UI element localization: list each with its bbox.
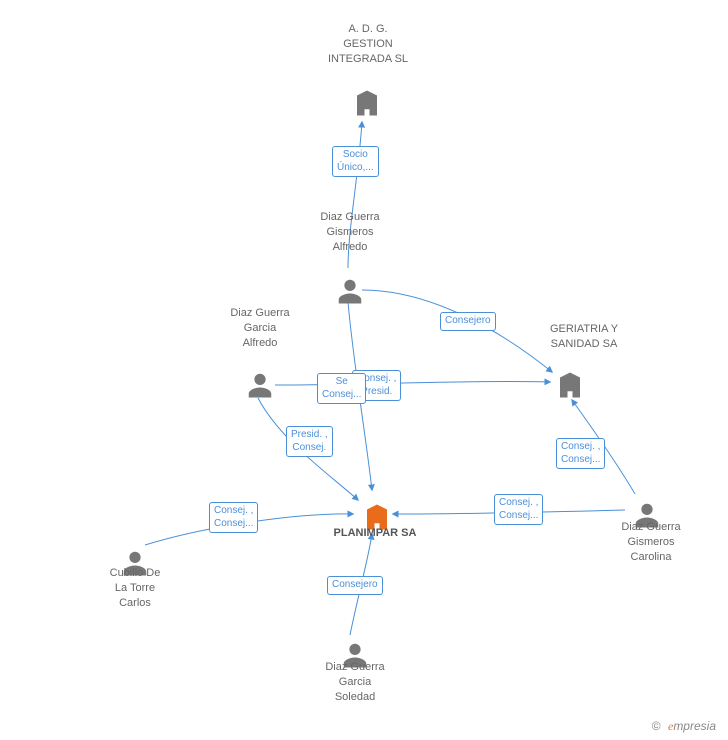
person-icon [245, 370, 275, 400]
node-label: PLANIMPAR SA [315, 526, 435, 541]
building-icon [555, 370, 585, 400]
edge-label: Socio Único,... [332, 146, 379, 177]
brand-name: mpresia [673, 719, 716, 733]
edge-label: Consejero [327, 576, 383, 595]
edge-label: Consej. , Consej... [494, 494, 543, 525]
building-icon [352, 88, 382, 118]
node-label: Diaz Guerra Gismeros Carolina [596, 520, 706, 565]
edge-label: Presid. , Consej. [286, 426, 333, 457]
footer-credit: © empresia [652, 719, 716, 734]
node-label: GERIATRIA Y SANIDAD SA [524, 322, 644, 352]
node-label: Cubillo De La Torre Carlos [85, 566, 185, 611]
node-label: Diaz Guerra Garcia Alfredo [210, 306, 310, 351]
node-label: A. D. G. GESTION INTEGRADA SL [320, 22, 416, 67]
edge-label: Consej. , Consej... [209, 502, 258, 533]
edge-label: Se Consej... [317, 373, 366, 404]
node-label: Diaz Guerra Garcia Soledad [305, 660, 405, 705]
person-icon [335, 276, 365, 306]
copyright-symbol: © [652, 719, 661, 733]
edge-label: Consej. , Consej... [556, 438, 605, 469]
node-label: Diaz Guerra Gismeros Alfredo [300, 210, 400, 255]
edge-label: Consejero [440, 312, 496, 331]
